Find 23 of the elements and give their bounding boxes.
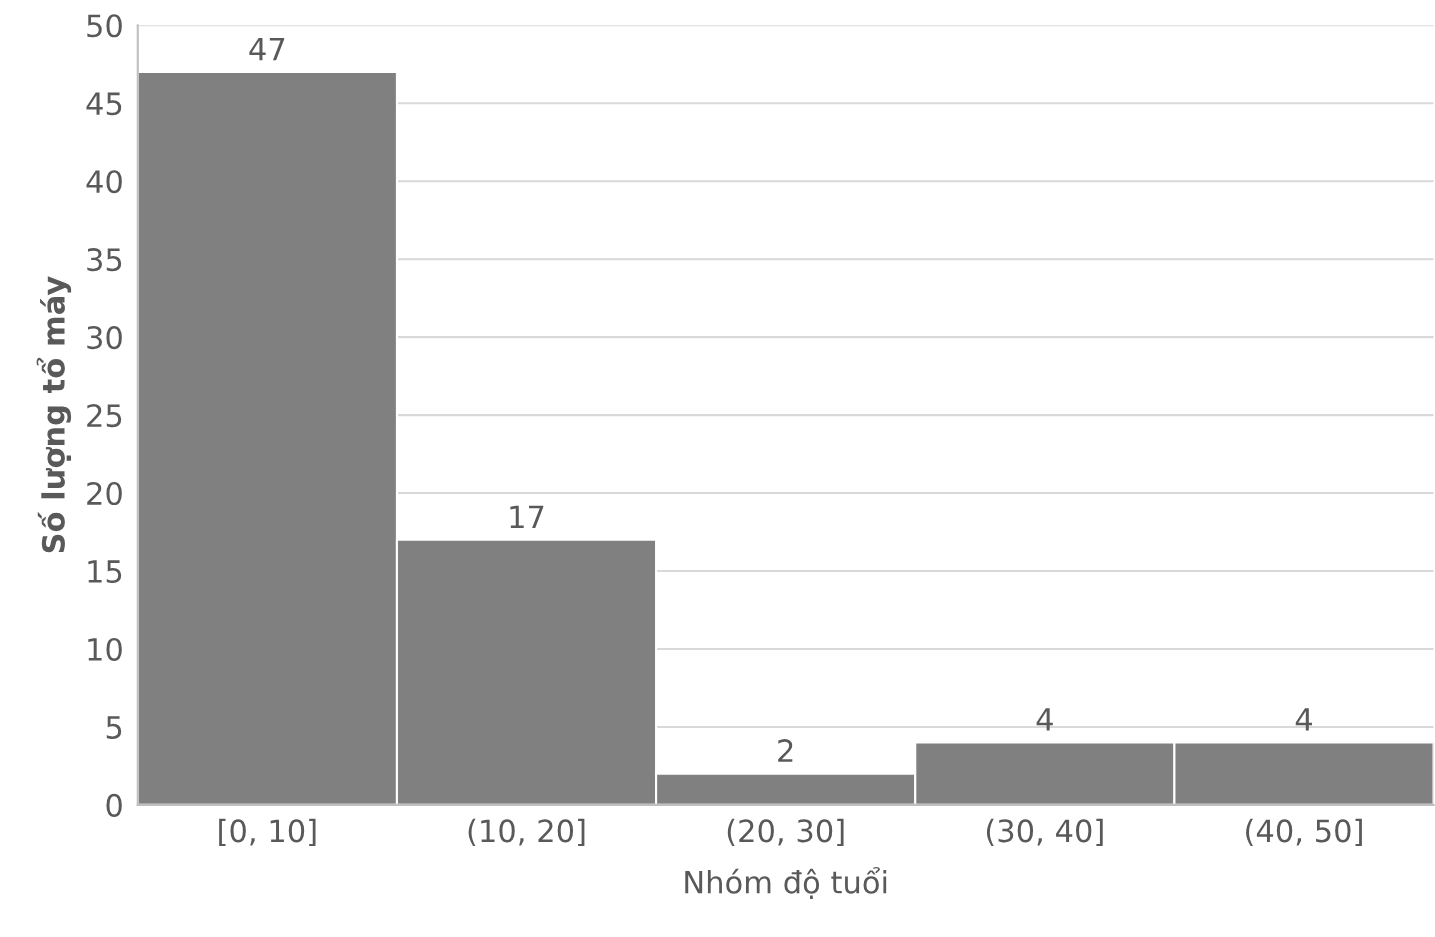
data-label: 2	[778, 739, 793, 762]
x-tick-label: [0, 10]	[219, 818, 316, 847]
y-tick-label: 10	[88, 637, 122, 662]
y-tick-label: 0	[106, 793, 122, 817]
y-tick-label: 35	[87, 248, 122, 272]
y-tick-label: 50	[87, 14, 122, 38]
x-axis-title: Nhóm độ tuổi	[685, 867, 887, 899]
y-tick-label: 45	[86, 92, 122, 116]
data-label: 17	[510, 505, 544, 528]
y-tick-label: 5	[106, 716, 122, 739]
data-label: 47	[249, 37, 285, 61]
x-tick-label: (30, 40]	[986, 818, 1103, 847]
y-tick-label: 30	[87, 326, 122, 350]
y-tick-label: 20	[87, 481, 122, 506]
y-axis-title: Số lượng tổ máy	[36, 276, 72, 553]
y-tick-label: 15	[88, 560, 122, 584]
x-tick-label: (40, 50]	[1246, 818, 1362, 847]
y-tick-label: 40	[86, 170, 122, 194]
y-tick-label: 25	[87, 404, 122, 428]
x-tick-label: (10, 20]	[468, 818, 585, 847]
data-label: 4	[1036, 708, 1053, 731]
x-tick-label: (20, 30]	[727, 818, 844, 847]
data-label: 4	[1295, 708, 1312, 731]
